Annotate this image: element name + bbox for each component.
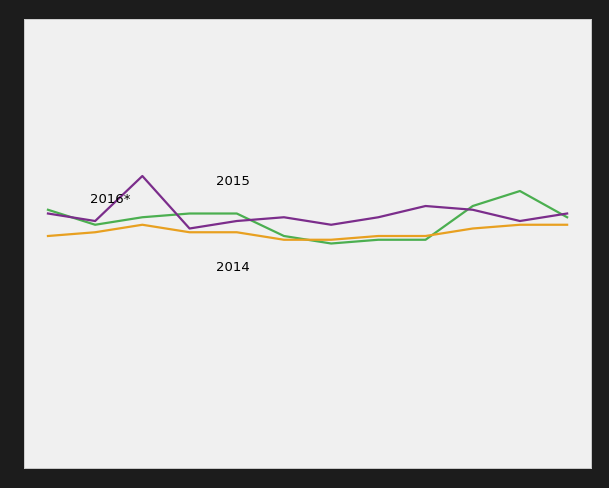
- Text: 2014: 2014: [216, 260, 249, 273]
- Text: 2015: 2015: [216, 174, 249, 187]
- Text: 2016*: 2016*: [90, 193, 131, 206]
